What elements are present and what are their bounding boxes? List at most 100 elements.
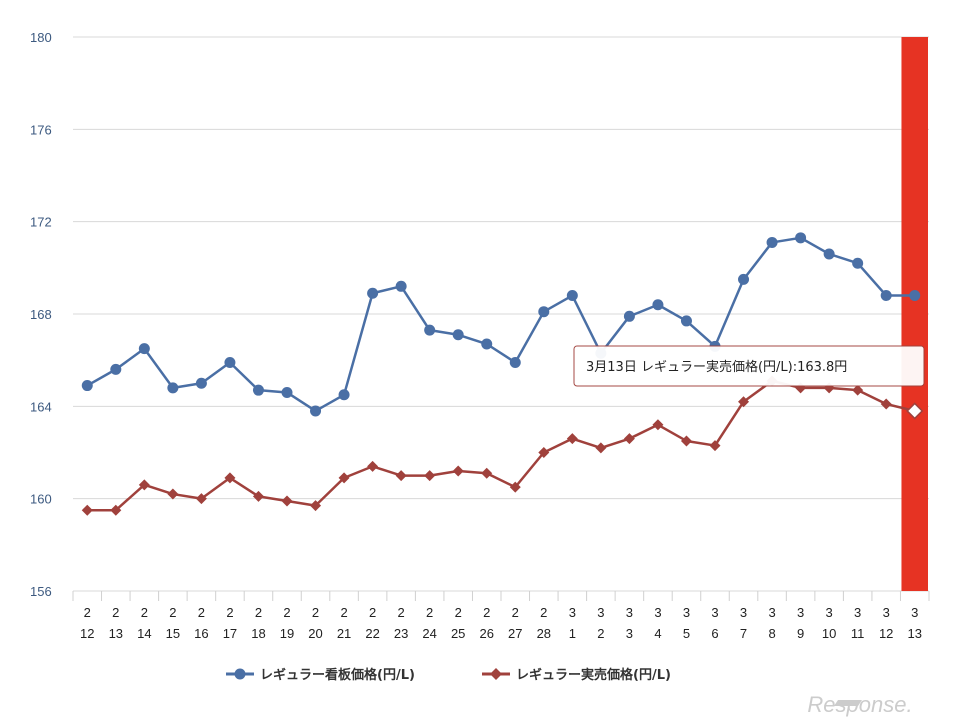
data-point (823, 248, 835, 260)
x-tick-month: 2 (455, 605, 462, 620)
data-point (338, 472, 350, 484)
data-point (738, 273, 750, 285)
x-tick-day: 7 (740, 626, 747, 641)
x-tick-month: 2 (512, 605, 519, 620)
legend-circle-icon (234, 668, 246, 680)
y-tick-label: 168 (30, 307, 52, 322)
x-tick-month: 3 (768, 605, 775, 620)
data-point (252, 490, 264, 502)
x-tick-month: 3 (569, 605, 576, 620)
tooltip-text: 3月13日 レギュラー実売価格(円/L):163.8円 (586, 359, 847, 375)
data-point (909, 290, 921, 302)
series-line (87, 379, 916, 512)
data-point (81, 504, 93, 516)
tooltip: 3月13日 レギュラー実売価格(円/L):163.8円 (573, 345, 925, 387)
data-point (795, 232, 807, 244)
data-point (452, 329, 464, 341)
x-tick-month: 3 (911, 605, 918, 620)
data-point (81, 380, 93, 392)
data-point-selected (906, 402, 924, 420)
data-point (852, 257, 864, 269)
data-point (310, 500, 322, 512)
data-point (281, 495, 293, 507)
legend[interactable]: レギュラー看板価格(円/L) レギュラー実売価格(円/L) (226, 667, 671, 683)
data-point (652, 299, 664, 311)
data-point (424, 470, 436, 482)
y-tick-label: 176 (30, 122, 52, 137)
x-tick-month: 3 (740, 605, 747, 620)
series-0 (81, 232, 921, 417)
grid-lines (72, 36, 930, 601)
x-tick-month: 2 (226, 605, 233, 620)
x-tick-month: 3 (797, 605, 804, 620)
data-point (680, 435, 692, 447)
x-tick-day: 18 (251, 626, 265, 641)
x-tick-month: 2 (312, 605, 319, 620)
y-tick-label: 164 (30, 399, 52, 414)
data-point (566, 433, 578, 445)
data-point (709, 440, 721, 452)
data-point (452, 465, 464, 477)
x-tick-month: 3 (711, 605, 718, 620)
x-tick-day: 21 (337, 626, 351, 641)
y-tick-label: 180 (30, 30, 52, 45)
data-point (538, 306, 550, 318)
data-point (195, 377, 207, 389)
logo-arrow-icon (834, 700, 862, 706)
y-tick-label: 160 (30, 492, 52, 507)
x-tick-day: 5 (683, 626, 690, 641)
legend-item-actual[interactable]: レギュラー実売価格(円/L) (482, 667, 671, 683)
x-tick-month: 2 (426, 605, 433, 620)
data-point (680, 315, 692, 327)
legend-label-actual: レギュラー実売価格(円/L) (516, 667, 671, 683)
y-tick-label: 156 (30, 584, 52, 599)
x-tick-day: 8 (768, 626, 775, 641)
legend-item-signboard[interactable]: レギュラー看板価格(円/L) (226, 667, 415, 683)
x-tick-month: 2 (141, 605, 148, 620)
x-tick-day: 3 (626, 626, 633, 641)
data-point (623, 310, 635, 322)
x-tick-day: 22 (365, 626, 379, 641)
x-tick-month: 2 (198, 605, 205, 620)
x-tick-day: 13 (907, 626, 921, 641)
x-tick-month: 3 (597, 605, 604, 620)
data-point (138, 479, 150, 491)
data-point (481, 467, 493, 479)
x-tick-day: 11 (851, 626, 865, 641)
y-tick-label: 172 (30, 215, 52, 230)
response-logo: Response. (807, 692, 912, 717)
x-tick-month: 2 (283, 605, 290, 620)
legend-diamond-icon (490, 668, 502, 680)
x-tick-day: 10 (822, 626, 836, 641)
data-point (367, 460, 379, 472)
data-point (652, 419, 664, 431)
x-tick-month: 2 (540, 605, 547, 620)
data-point (310, 405, 322, 417)
data-point (566, 290, 578, 302)
x-tick-day: 9 (797, 626, 804, 641)
x-tick-day: 2 (597, 626, 604, 641)
x-tick-day: 23 (394, 626, 408, 641)
watermark-text: Response. (807, 692, 912, 717)
data-point (252, 384, 264, 396)
data-point (395, 280, 407, 292)
x-tick-day: 26 (479, 626, 493, 641)
data-point (167, 488, 179, 500)
data-point (195, 493, 207, 505)
x-tick-day: 25 (451, 626, 465, 641)
x-tick-month: 3 (854, 605, 861, 620)
x-tick-month: 3 (626, 605, 633, 620)
data-point (738, 396, 750, 408)
x-tick-month: 2 (340, 605, 347, 620)
x-tick-day: 28 (537, 626, 551, 641)
data-point (138, 343, 150, 355)
x-tick-day: 16 (194, 626, 208, 641)
x-tick-day: 19 (280, 626, 294, 641)
x-tick-day: 12 (80, 626, 94, 641)
data-point (395, 470, 407, 482)
x-tick-day: 15 (166, 626, 180, 641)
series-1 (81, 375, 924, 516)
data-point (623, 433, 635, 445)
x-tick-month: 2 (398, 605, 405, 620)
x-tick-month: 3 (683, 605, 690, 620)
